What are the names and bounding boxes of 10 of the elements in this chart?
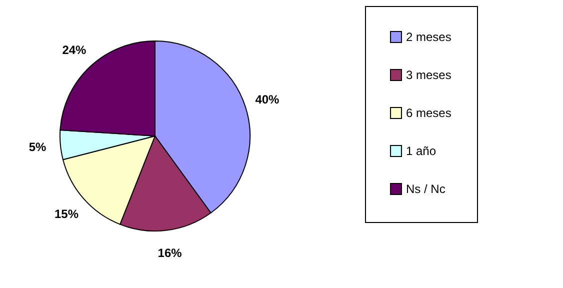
data-label: 40% [255,92,280,107]
legend-label: 2 meses [406,30,452,44]
data-label: 5% [28,140,47,154]
legend-label: Ns / Nc [406,182,446,196]
legend-label: 1 año [406,144,436,158]
data-label: 15% [54,207,79,222]
data-label: 24% [62,42,87,57]
legend-label: 3 meses [406,68,452,82]
data-label: 16% [158,246,182,260]
legend-label: 6 meses [406,106,452,120]
